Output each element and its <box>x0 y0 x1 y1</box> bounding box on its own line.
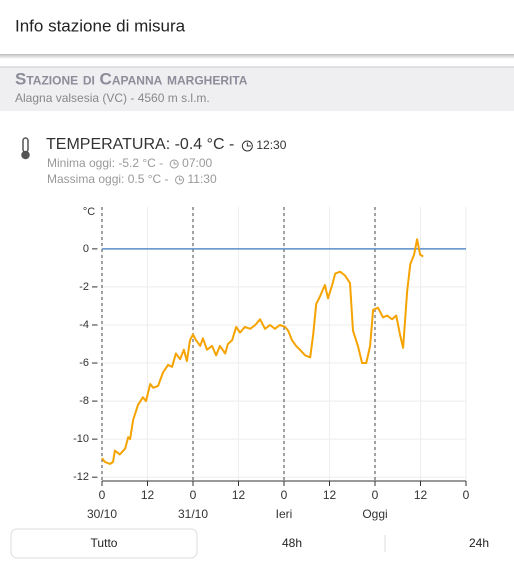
x-tick-label: 12 <box>232 488 246 502</box>
station-box <box>0 67 514 111</box>
tab[interactable]: 24h <box>469 536 489 550</box>
x-tick-label: 0 <box>281 488 288 502</box>
y-tick-label: 0 <box>83 243 89 255</box>
clock-hand <box>246 142 251 147</box>
x-tick-label: 12 <box>141 488 155 502</box>
x-tick-label: 12 <box>323 488 337 502</box>
day-label: Oggi <box>362 507 387 521</box>
clock-hand <box>173 161 177 165</box>
min-time: 07:00 <box>182 156 212 170</box>
x-tick-label: 0 <box>372 488 379 502</box>
tab[interactable]: 48h <box>282 536 302 550</box>
x-tick-label: 0 <box>463 488 470 502</box>
clock-icon <box>169 159 179 169</box>
x-tick-label: 0 <box>99 488 106 502</box>
y-tick-label: -2 <box>79 281 89 293</box>
y-tick-label: -4 <box>79 319 89 331</box>
station-location: Alagna valsesia (VC) - 4560 m s.l.m. <box>15 91 210 105</box>
day-label: 31/10 <box>178 507 208 521</box>
y-tick-label: -8 <box>79 395 89 407</box>
max-temperature: Massima oggi: 0.5 °C - <box>47 172 169 186</box>
header <box>0 0 514 54</box>
chart: °C 0 -2 -4 -6 -8 -10 -12 0 12 0 12 0 12 0 12 0 30/10 31/10… <box>73 206 470 521</box>
x-tick-label: 0 <box>190 488 197 502</box>
station-name: Stazione di Capanna margherita <box>15 69 248 88</box>
clock-icon <box>241 140 253 152</box>
tab[interactable]: Tutto <box>91 536 118 550</box>
max-time: 11:30 <box>188 172 217 186</box>
tab-selected[interactable] <box>10 528 198 559</box>
header-title: Info stazione di misura <box>15 16 186 35</box>
temperature-line <box>101 238 424 465</box>
y-tick-label: -6 <box>79 357 89 369</box>
current-temperature: TEMPERATURA: -0.4 °C - <box>46 136 234 153</box>
thermometer-icon <box>21 137 30 160</box>
y-tick-label: -10 <box>73 433 89 445</box>
y-axis-label: °C <box>83 206 95 218</box>
day-label: 30/10 <box>87 507 117 521</box>
x-tick-label: 12 <box>414 488 428 502</box>
header-shadow <box>0 54 514 59</box>
current-time: 12:30 <box>256 138 286 152</box>
y-tick-label: -12 <box>73 471 89 483</box>
clock-hand <box>179 177 183 181</box>
clock-icon <box>175 175 185 185</box>
day-label: Ieri <box>276 507 293 521</box>
min-temperature: Minima oggi: -5.2 °C - <box>47 156 163 170</box>
